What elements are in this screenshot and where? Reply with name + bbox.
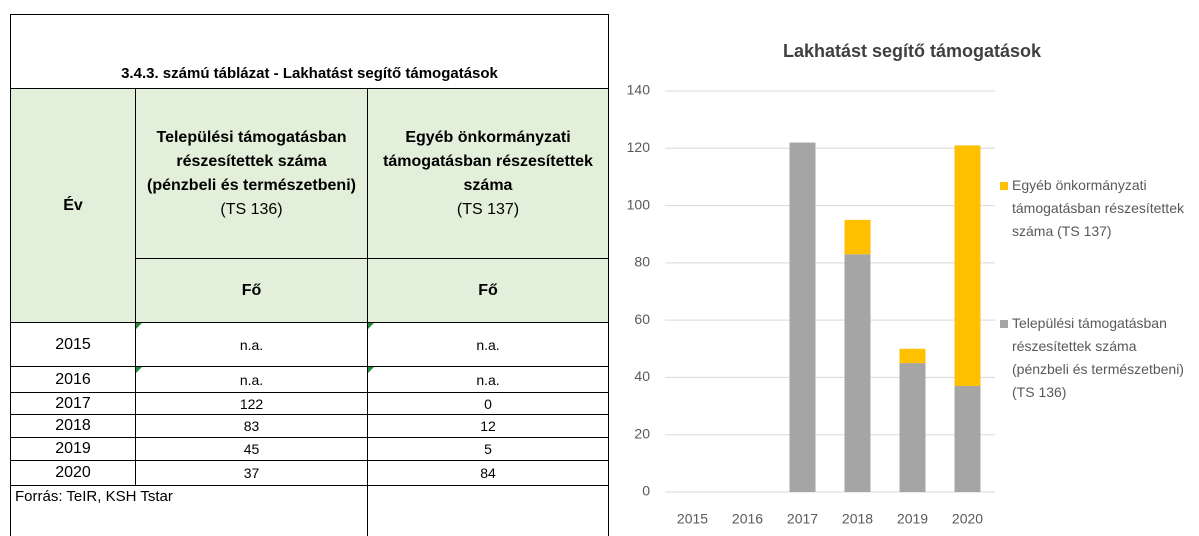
cell-text: 0 <box>484 395 492 412</box>
bar-segment <box>954 386 981 492</box>
table-cell: 2015 <box>10 322 136 367</box>
chart: Lakhatást segítő támogatások 0 20 40 60 80 10… <box>627 41 1042 527</box>
table-title: 3.4.3. számú táblázat - Lakhatást segítő… <box>121 65 498 82</box>
bar-segment <box>844 254 871 492</box>
bar-segment <box>899 363 926 492</box>
cell-text: 84 <box>480 465 496 481</box>
table-cell: 2017 <box>10 392 136 415</box>
y-tick-label: 140 <box>627 82 651 98</box>
cell-text: 122 <box>239 395 264 412</box>
source-cell: Forrás: TeIR, KSH Tstar <box>10 485 368 536</box>
legend-swatch <box>1000 320 1008 328</box>
cell-text: 2017 <box>55 394 91 412</box>
unit-cell: Fő <box>135 258 368 323</box>
legend-label: Települési támogatásban részesítettek sz… <box>1012 315 1184 400</box>
chart-title: Lakhatást segítő támogatások <box>783 41 1042 61</box>
y-tick-label: 120 <box>627 139 651 155</box>
unit-label: Fő <box>478 281 498 299</box>
cell-text: 2019 <box>55 440 91 457</box>
header-cell: Egyéb önkormányzati támogatásban részesí… <box>367 88 609 259</box>
header-code: (TS 136) <box>220 200 283 218</box>
y-tick-label: 20 <box>634 425 650 441</box>
source-text: Forrás: TeIR, KSH Tstar <box>15 488 173 505</box>
table-cell: 2019 <box>10 437 136 461</box>
cell-text: 45 <box>243 441 260 457</box>
empty-cell <box>367 485 609 536</box>
y-tick-label: 40 <box>634 368 650 384</box>
bar-segment <box>844 219 871 255</box>
cell-text: 12 <box>480 418 496 434</box>
unit-label: Fő <box>241 281 262 299</box>
x-tick-label: 2020 <box>952 511 983 527</box>
header-label: Év <box>63 196 83 214</box>
error-indicator <box>136 367 142 373</box>
legend-swatch <box>1000 182 1008 190</box>
header-label: Települési támogatásban részesítettek sz… <box>147 128 356 194</box>
header-label: Egyéb önkormányzati támogatásban részesí… <box>383 128 593 194</box>
cell-text: 83 <box>243 418 260 434</box>
table-cell: n.a. <box>135 366 368 393</box>
y-tick-label: 60 <box>634 311 650 327</box>
legend-label: Egyéb önkormányzati támogatásban részesí… <box>1012 177 1184 239</box>
header-cell: Települési támogatásban részesítettek sz… <box>135 88 368 259</box>
bar-segment <box>899 348 926 364</box>
table-cell: 2018 <box>10 414 136 438</box>
error-indicator <box>368 323 374 329</box>
table-cell: n.a. <box>367 366 609 393</box>
cell-text: n.a. <box>476 371 500 388</box>
x-tick-label: 2018 <box>842 511 873 527</box>
x-tick-label: 2015 <box>677 511 708 527</box>
cell-text: n.a. <box>239 336 264 353</box>
cell-text: 37 <box>243 465 260 481</box>
x-tick-label: 2017 <box>787 511 818 527</box>
table-cell: 84 <box>367 460 609 486</box>
table-cell: n.a. <box>367 322 609 367</box>
bar-segment <box>789 142 816 493</box>
error-indicator <box>368 367 374 373</box>
cell-text: 5 <box>484 441 492 457</box>
header-code: (TS 137) <box>456 200 520 218</box>
table-cell: 12 <box>367 414 609 438</box>
cell-text: n.a. <box>476 336 500 353</box>
table-cell: 0 <box>367 392 609 415</box>
header-cell: Év <box>10 88 136 323</box>
table-cell: 2016 <box>10 366 136 393</box>
cell-text: 2015 <box>55 335 91 353</box>
cell-text: n.a. <box>239 371 264 388</box>
table-cell: 37 <box>135 460 368 486</box>
y-tick-label: 0 <box>642 483 650 499</box>
table-cell: 5 <box>367 437 609 461</box>
cell-text: 2020 <box>55 464 91 481</box>
y-tick-label: 100 <box>627 196 651 212</box>
table-title-cell: 3.4.3. számú táblázat - Lakhatást segítő… <box>10 14 609 89</box>
error-indicator <box>136 323 142 329</box>
table-cell: 2020 <box>10 460 136 486</box>
table-cell: 83 <box>135 414 368 438</box>
cell-text: 2018 <box>55 417 91 434</box>
table-cell: 122 <box>135 392 368 415</box>
x-tick-label: 2019 <box>897 511 928 527</box>
y-tick-label: 80 <box>634 254 650 270</box>
table-cell: 45 <box>135 437 368 461</box>
cell-text: 2016 <box>55 370 91 388</box>
table-cell: n.a. <box>135 322 368 367</box>
x-tick-label: 2016 <box>732 511 763 527</box>
unit-cell: Fő <box>367 258 609 323</box>
bar-segment <box>954 145 981 387</box>
